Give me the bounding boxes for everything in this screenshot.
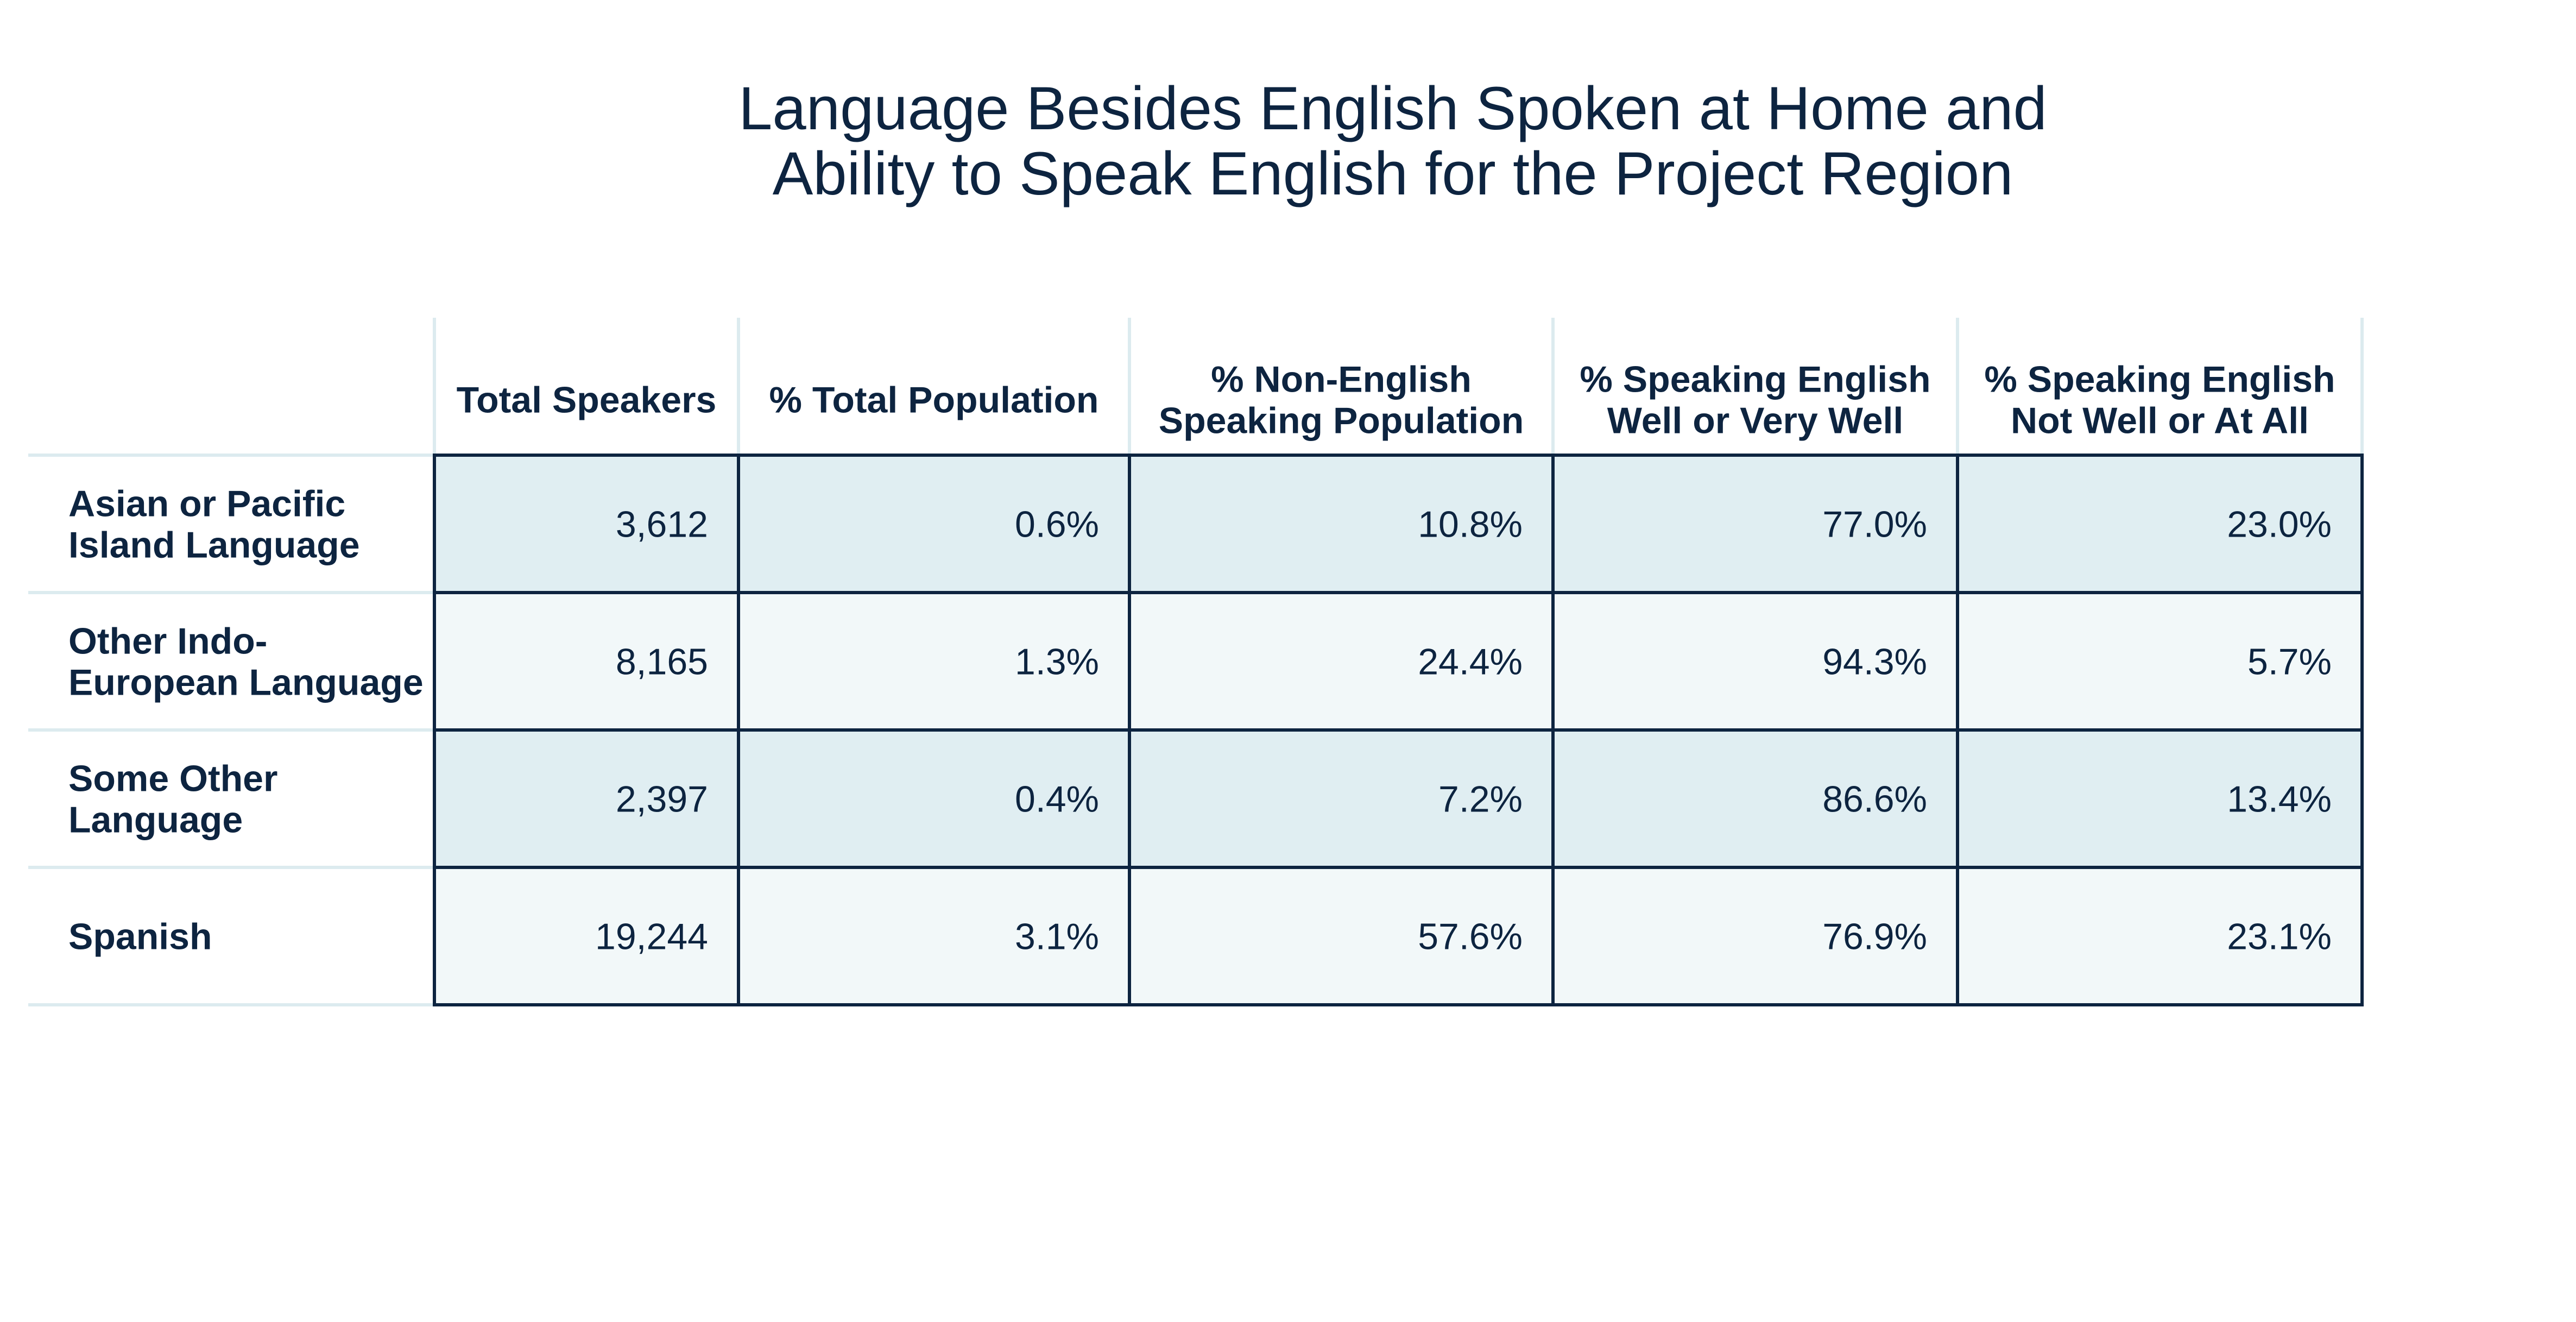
table-cell-value: 10.8%: [1418, 504, 1523, 545]
column-header: % Speaking English Not Well or At All: [1984, 359, 2335, 442]
row-label: Other Indo-European Language: [68, 621, 424, 703]
table-cell-value: 77.0%: [1822, 504, 1927, 545]
table-row-background: [434, 593, 2362, 730]
chart-title-line-1: Language Besides English Spoken at Home …: [738, 74, 2047, 142]
table-cell-value: 3,612: [616, 504, 708, 545]
table-cell-value: 5.7%: [2247, 641, 2332, 683]
table-cell-value: 3.1%: [1015, 916, 1099, 958]
table-cell-value: 2,397: [616, 779, 708, 820]
row-label: Asian or Pacific Island Language: [68, 483, 360, 566]
chart-title-line-2: Ability to Speak English for the Project…: [772, 140, 2013, 207]
table-cell-value: 0.4%: [1015, 779, 1099, 820]
table-cell-value: 23.1%: [2227, 916, 2332, 958]
table-cell-value: 94.3%: [1822, 641, 1927, 683]
table-cell-value: 8,165: [616, 641, 708, 683]
column-header: % Speaking English Well or Very Well: [1580, 359, 1930, 442]
table-cell-value: 7.2%: [1438, 779, 1523, 820]
column-header: Total Speakers: [457, 380, 717, 421]
column-header: % Total Population: [769, 380, 1099, 421]
table-cell-value: 76.9%: [1822, 916, 1927, 958]
row-label: Some Other Language: [68, 758, 277, 841]
row-label: Spanish: [68, 916, 212, 958]
table-cell-value: 57.6%: [1418, 916, 1523, 958]
table-cell-value: 19,244: [595, 916, 708, 958]
table-cell-value: 0.6%: [1015, 504, 1099, 545]
table-cell-value: 24.4%: [1418, 641, 1523, 683]
chart-title: Language Besides English Spoken at Home …: [543, 76, 2243, 206]
table-cell-value: 13.4%: [2227, 779, 2332, 820]
table-cell-value: 23.0%: [2227, 504, 2332, 545]
table-row-background: [434, 730, 2362, 867]
table-row-background: [434, 455, 2362, 593]
table-cell-value: 1.3%: [1015, 641, 1099, 683]
column-header: % Non-English Speaking Population: [1159, 359, 1524, 442]
table-row-background: [434, 867, 2362, 1005]
table-cell-value: 86.6%: [1822, 779, 1927, 820]
